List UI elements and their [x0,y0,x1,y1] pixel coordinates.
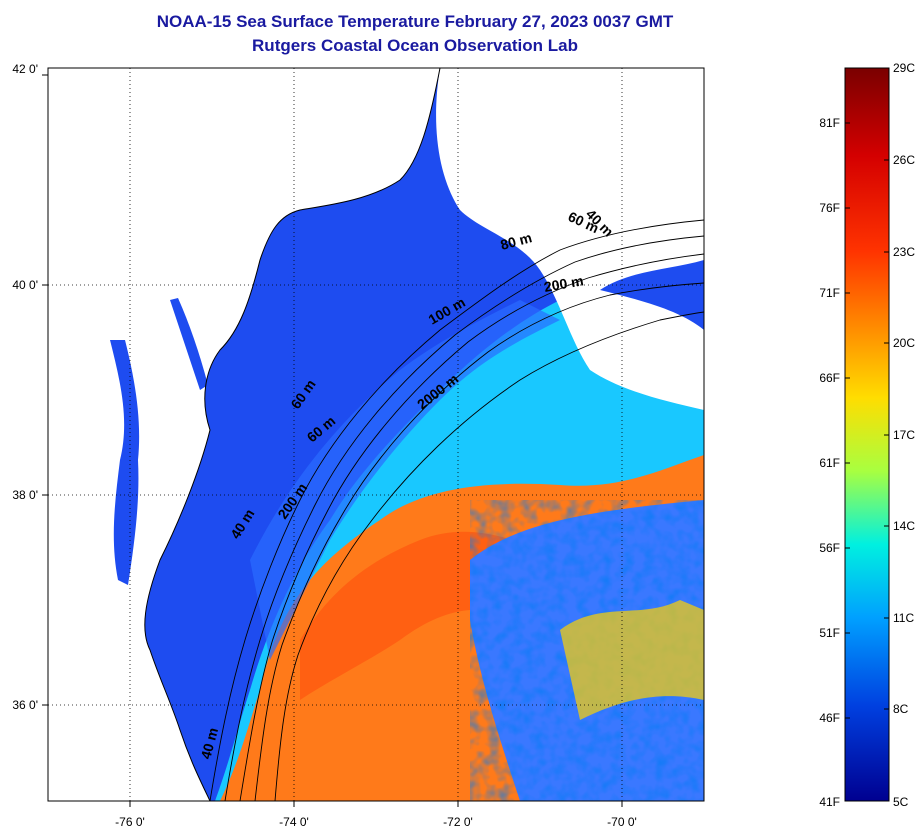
colorbar-f-label: 41F [819,795,840,809]
sst-field [48,68,704,801]
map-frame [47,67,705,802]
colorbar-c-label: 29C [893,61,915,75]
colorbar-c-label: 23C [893,245,915,259]
colorbar-f-label: 51F [819,626,840,640]
colorbar-c-label: 11C [893,611,914,625]
lat-label: 40 0' [12,278,38,292]
colorbar-c-label: 17C [893,428,915,442]
contour-label: 40 m [197,726,221,761]
graticule [48,68,704,801]
colorbar-f-label: 46F [819,711,840,725]
colorbar-ticks [845,67,889,719]
colorbar [844,67,890,802]
colorbar-f-label: 81F [819,116,840,130]
lat-label: 38 0' [12,488,38,502]
colorbar-c-label: 20C [893,336,915,350]
lon-label: -70 0' [607,815,637,829]
lat-label: 42 0' [12,62,38,76]
lon-label: -76 0' [115,815,145,829]
lat-label: 36 0' [12,698,38,712]
colorbar-f-label: 76F [819,201,840,215]
map-subtitle: Rutgers Coastal Ocean Observation Lab [252,36,578,55]
colorbar-c-label: 14C [893,519,915,533]
contour-label: 80 m [499,229,534,253]
colorbar-f-label: 66F [819,371,840,385]
contour-label: 200 m [543,272,585,295]
colorbar-c-label: 8C [893,702,909,716]
map-title: NOAA-15 Sea Surface Temperature February… [156,12,674,31]
colorbar-f-label: 61F [819,456,840,470]
colorbar-c-label: 26C [893,153,915,167]
lon-label: -74 0' [279,815,309,829]
axis-ticks [42,74,623,807]
colorbar-f-label: 71F [819,286,840,300]
lon-label: -72 0' [443,815,473,829]
colorbar-c-label: 5C [893,795,909,809]
colorbar-f-label: 56F [819,541,840,555]
